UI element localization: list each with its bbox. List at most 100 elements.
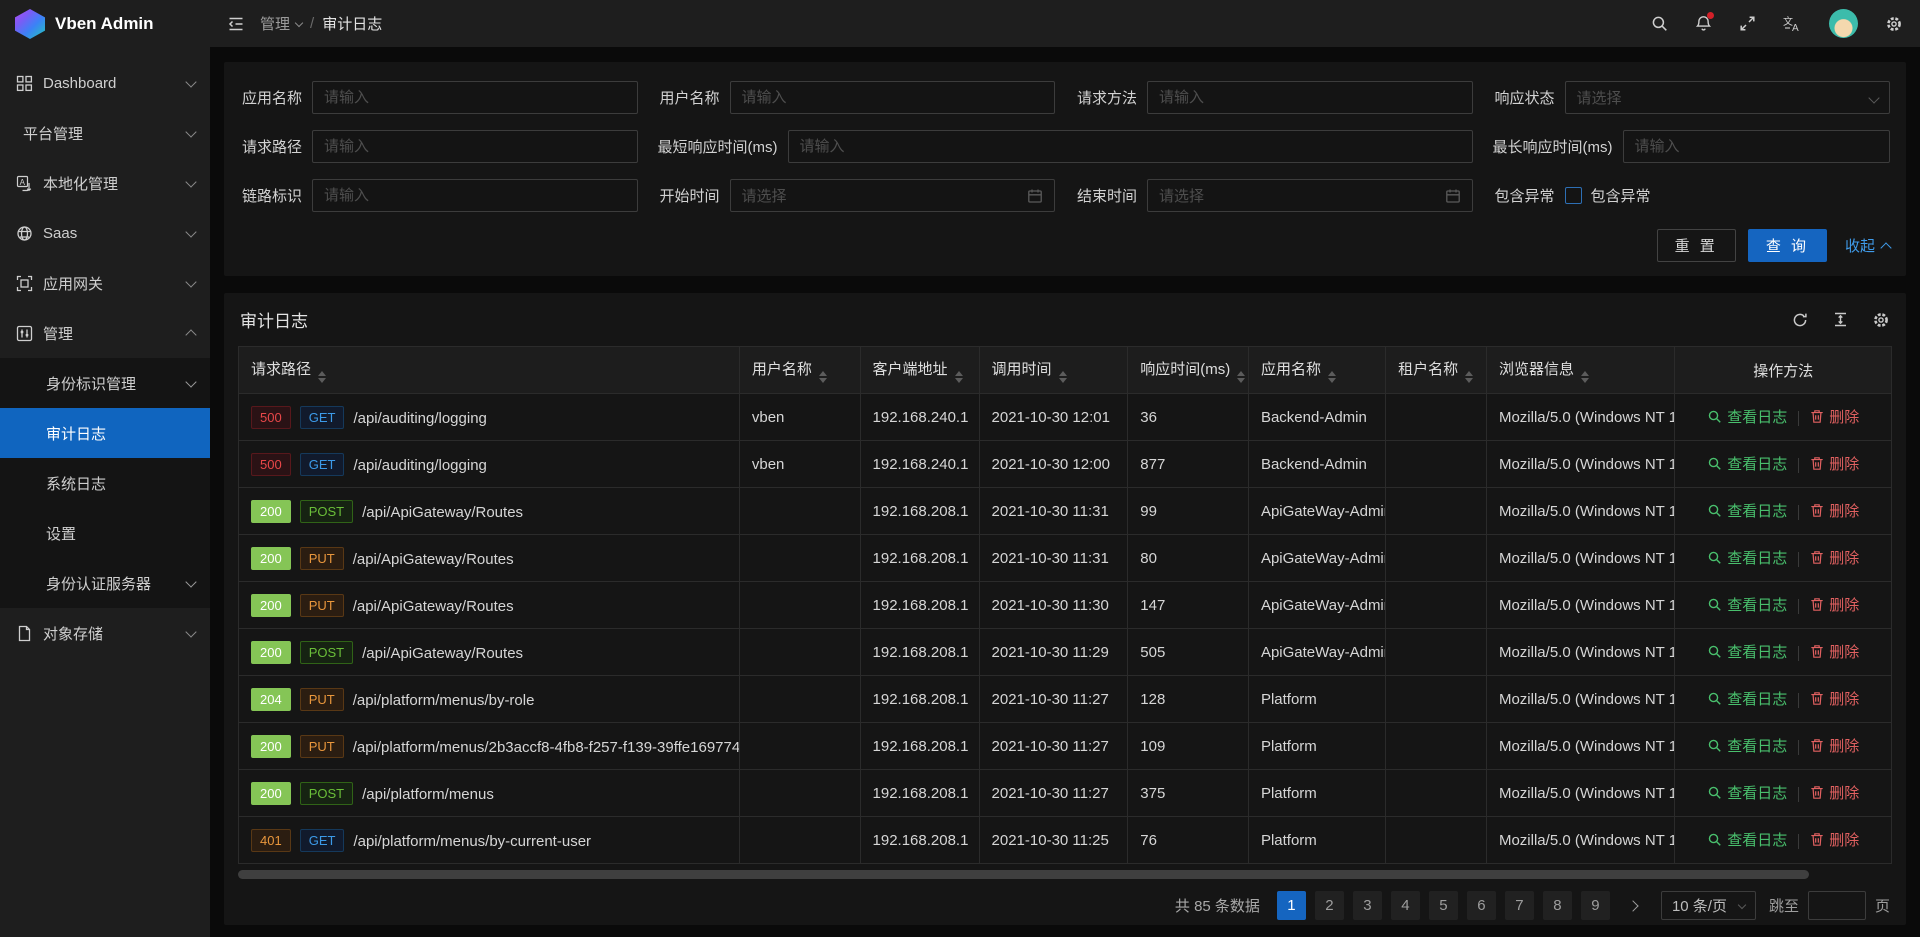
view-log-button[interactable]: 查看日志 xyxy=(1707,406,1787,427)
view-log-button[interactable]: 查看日志 xyxy=(1707,688,1787,709)
search-icon[interactable] xyxy=(1651,15,1668,32)
cell-duration: 76 xyxy=(1127,816,1249,864)
cell-time: 2021-10-30 11:27 xyxy=(978,769,1129,817)
start-time-date-picker[interactable]: 请选择 xyxy=(729,179,1055,212)
delete-button[interactable]: 删除 xyxy=(1810,641,1859,662)
view-log-button[interactable]: 查看日志 xyxy=(1707,500,1787,521)
sidebar-item-identity[interactable]: 身份标识管理 xyxy=(0,358,210,408)
delete-button[interactable]: 删除 xyxy=(1810,782,1859,803)
cell-actions: 查看日志 删除 xyxy=(1674,722,1892,770)
method-badge: PUT xyxy=(299,687,344,711)
view-log-button[interactable]: 查看日志 xyxy=(1707,453,1787,474)
column-header-path[interactable]: 请求路径 xyxy=(238,346,740,394)
request-method-input[interactable] xyxy=(1147,81,1473,114)
cell-user: vben xyxy=(738,440,861,488)
response-status-select[interactable]: 请选择 xyxy=(1564,81,1890,114)
pagination-page-4[interactable]: 4 xyxy=(1390,891,1420,920)
delete-button[interactable]: 删除 xyxy=(1810,547,1859,568)
column-header-user[interactable]: 用户名称 xyxy=(738,346,861,394)
column-settings-icon[interactable] xyxy=(1872,311,1890,329)
view-log-button[interactable]: 查看日志 xyxy=(1707,829,1787,850)
scrollbar-thumb[interactable] xyxy=(238,870,1810,879)
pagination-jump: 跳至 页 xyxy=(1769,891,1890,920)
pagination-page-2[interactable]: 2 xyxy=(1314,891,1344,920)
end-time-date-picker[interactable]: 请选择 xyxy=(1147,179,1473,212)
pagination-page-9[interactable]: 9 xyxy=(1580,891,1610,920)
view-log-button[interactable]: 查看日志 xyxy=(1707,547,1787,568)
svg-text:A: A xyxy=(1792,23,1799,32)
page-size-select[interactable]: 10 条/页 xyxy=(1660,891,1756,920)
table-row: 500 GET/api/auditing/logging vben 192.168.2… xyxy=(238,393,1892,441)
sidebar-item-gateway[interactable]: 应用网关 xyxy=(0,258,210,308)
notification-bell-icon[interactable] xyxy=(1695,12,1714,32)
max-response-time-input[interactable] xyxy=(1622,130,1890,163)
request-path-text: /api/platform/menus/by-role xyxy=(352,691,535,709)
row-height-icon[interactable] xyxy=(1832,311,1849,328)
page-content: 应用名称用户名称请求方法响应状态请选择请求路径最短响应时间(ms)最长响应时间(… xyxy=(210,47,1920,937)
view-log-button[interactable]: 查看日志 xyxy=(1707,782,1787,803)
query-button[interactable]: 查 询 xyxy=(1747,229,1827,262)
app-name-input[interactable] xyxy=(312,81,638,114)
sidebar-item-platform[interactable]: 平台管理 xyxy=(0,108,210,158)
pagination-page-6[interactable]: 6 xyxy=(1466,891,1496,920)
collapse-link[interactable]: 收起 xyxy=(1845,235,1892,256)
sidebar-item-localization[interactable]: A 本地化管理 xyxy=(0,158,210,208)
delete-button[interactable]: 删除 xyxy=(1810,735,1859,756)
sidebar-item-dashboard[interactable]: Dashboard xyxy=(0,58,210,108)
include-exception-checkbox[interactable] xyxy=(1564,187,1582,204)
pagination-page-3[interactable]: 3 xyxy=(1352,891,1382,920)
view-log-button[interactable]: 查看日志 xyxy=(1707,735,1787,756)
column-header-client[interactable]: 客户端地址 xyxy=(859,346,980,394)
cell-browser: Mozilla/5.0 (Windows NT 10.0; Win xyxy=(1485,628,1676,676)
horizontal-scrollbar xyxy=(238,870,1892,879)
form-field-response-status: 响应状态 请选择 xyxy=(1493,81,1890,114)
sidebar-item-object-storage[interactable]: 对象存储 xyxy=(0,608,210,658)
reset-button[interactable]: 重 置 xyxy=(1656,229,1736,262)
menu-fold-icon[interactable] xyxy=(227,15,245,33)
column-header-time[interactable]: 调用时间 xyxy=(978,346,1129,394)
column-header-app[interactable]: 应用名称 xyxy=(1247,346,1387,394)
pagination-next-button[interactable] xyxy=(1619,891,1648,920)
translate-icon[interactable]: 文 A xyxy=(1783,15,1802,32)
delete-button[interactable]: 删除 xyxy=(1810,829,1859,850)
min-response-time-input[interactable] xyxy=(787,130,1473,163)
fullscreen-icon[interactable] xyxy=(1739,15,1756,32)
sidebar-item-settings[interactable]: 设置 xyxy=(0,508,210,558)
delete-button[interactable]: 删除 xyxy=(1810,453,1859,474)
sidebar-item-label: Dashboard xyxy=(43,74,117,92)
delete-button[interactable]: 删除 xyxy=(1810,594,1859,615)
cell-time: 2021-10-30 12:00 xyxy=(978,440,1129,488)
column-header-tenant[interactable]: 租户名称 xyxy=(1385,346,1487,394)
refresh-icon[interactable] xyxy=(1791,311,1809,329)
request-path-text: /api/ApiGateway/Routes xyxy=(352,550,514,568)
pagination-page-1[interactable]: 1 xyxy=(1276,891,1306,920)
breadcrumb-parent[interactable]: 管理 xyxy=(260,13,304,34)
delete-button[interactable]: 删除 xyxy=(1810,500,1859,521)
column-header-browser[interactable]: 浏览器信息 xyxy=(1485,346,1676,394)
sidebar-item-system-log[interactable]: 系统日志 xyxy=(0,458,210,508)
sort-icon xyxy=(1327,370,1336,383)
column-header-duration[interactable]: 响应时间(ms) xyxy=(1127,346,1249,394)
settings-gear-icon[interactable] xyxy=(1885,15,1903,33)
user-name-input[interactable] xyxy=(729,81,1055,114)
trace-id-input[interactable] xyxy=(312,179,638,212)
sort-icon xyxy=(1465,370,1474,383)
sidebar-item-audit-log[interactable]: 审计日志 xyxy=(0,408,210,458)
request-path-text: /api/platform/menus xyxy=(362,785,494,803)
sidebar-item-auth-server[interactable]: 身份认证服务器 xyxy=(0,558,210,608)
delete-button[interactable]: 删除 xyxy=(1810,406,1859,427)
view-log-button[interactable]: 查看日志 xyxy=(1707,594,1787,615)
request-path-input[interactable] xyxy=(312,130,638,163)
sidebar-item-manage[interactable]: 管理 xyxy=(0,308,210,358)
pagination-page-8[interactable]: 8 xyxy=(1542,891,1572,920)
delete-button[interactable]: 删除 xyxy=(1810,688,1859,709)
pagination-page-5[interactable]: 5 xyxy=(1428,891,1458,920)
pagination-page-7[interactable]: 7 xyxy=(1504,891,1534,920)
jump-page-input[interactable] xyxy=(1807,891,1866,920)
view-log-button[interactable]: 查看日志 xyxy=(1707,641,1787,662)
sidebar-item-saas[interactable]: Saas xyxy=(0,208,210,258)
logo[interactable]: Vben Admin xyxy=(0,0,210,48)
user-avatar[interactable] xyxy=(1829,9,1858,38)
